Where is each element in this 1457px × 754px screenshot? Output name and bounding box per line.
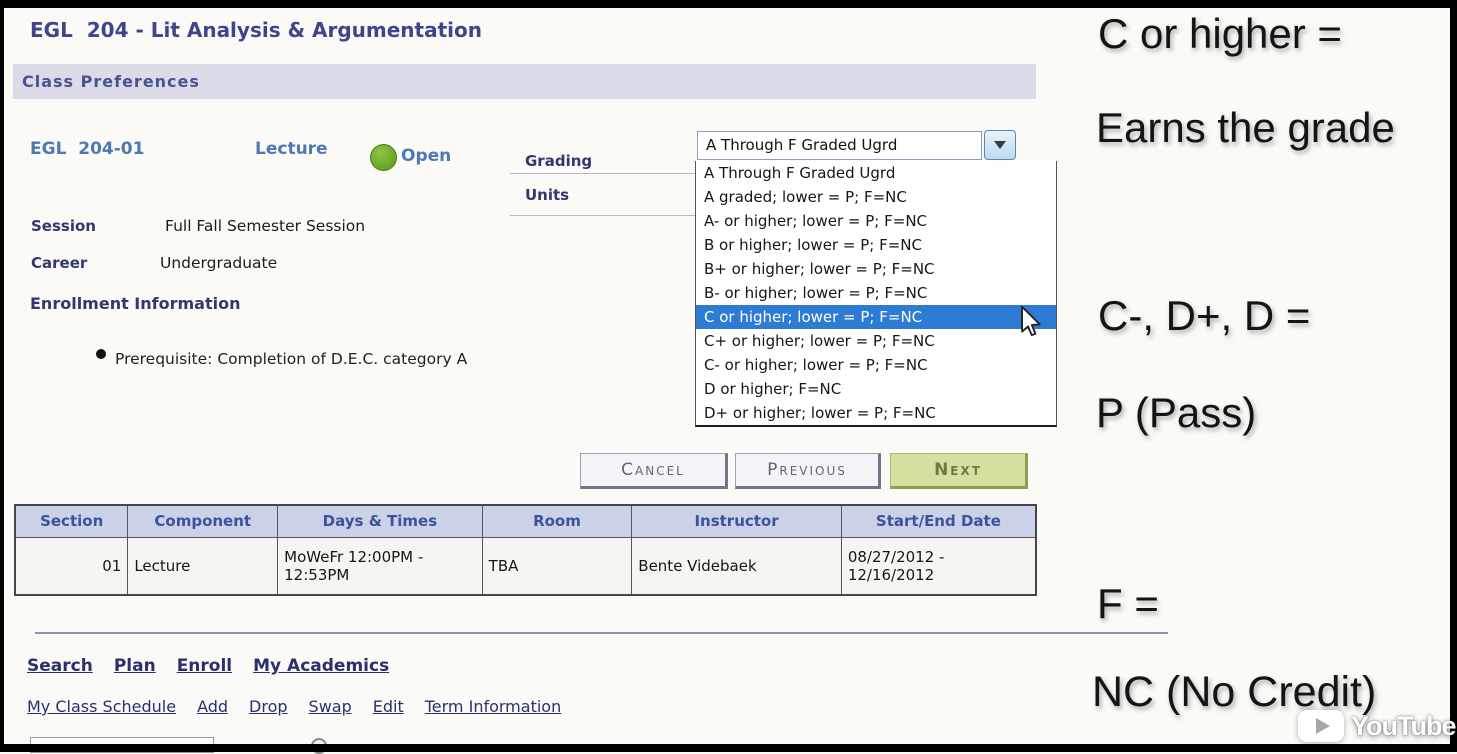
- overlay-annotation: C or higher =: [1098, 10, 1342, 57]
- class-number: EGL 204-01: [30, 139, 145, 159]
- dropdown-option[interactable]: B+ or higher; lower = P; F=NC: [704, 260, 935, 278]
- previous-button[interactable]: Previous: [735, 453, 881, 489]
- dropdown-option[interactable]: D or higher; F=NC: [704, 380, 842, 398]
- cancel-button[interactable]: Cancel: [580, 453, 728, 489]
- class-schedule-table: Section Component Days & Times Room Inst…: [14, 504, 1037, 596]
- form-row-divider: [510, 215, 700, 216]
- nav-link-my-class-schedule[interactable]: My Class Schedule: [27, 697, 177, 716]
- col-header-room: Room: [481, 504, 633, 538]
- letterbox-right: [1450, 0, 1457, 752]
- bullet-icon: [96, 349, 106, 359]
- prerequisite-text: Prerequisite: Completion of D.E.C. categ…: [115, 350, 468, 368]
- session-value: Full Fall Semester Session: [165, 217, 366, 235]
- letterbox-left: [0, 0, 4, 752]
- primary-nav: Search Plan Enroll My Academics: [27, 656, 389, 676]
- secondary-nav: My Class Schedule Add Drop Swap Edit Ter…: [27, 697, 561, 716]
- col-header-component: Component: [127, 504, 279, 538]
- letterbox-bottom: [0, 744, 1457, 752]
- nav-link-edit[interactable]: Edit: [372, 697, 404, 716]
- cell-section: 01: [14, 536, 129, 596]
- cell-component: Lecture: [127, 536, 279, 596]
- footer-divider: [35, 632, 1168, 634]
- grading-select-field[interactable]: A Through F Graded Ugrd: [697, 131, 982, 160]
- session-label: Session: [31, 217, 96, 235]
- dropdown-option[interactable]: B- or higher; lower = P; F=NC: [704, 284, 928, 302]
- nav-link-add[interactable]: Add: [197, 697, 229, 716]
- nav-link-search[interactable]: Search: [27, 656, 93, 676]
- status-open-icon: [370, 144, 397, 171]
- enrollment-information-heading: Enrollment Information: [30, 294, 241, 313]
- grading-dropdown-list: A Through F Graded Ugrd A graded; lower …: [695, 161, 1057, 427]
- col-header-days-times: Days & Times: [277, 504, 483, 538]
- letterbox-top: [0, 0, 1457, 8]
- table-row: 01 Lecture MoWeFr 12:00PM - 12:53PM TBA …: [14, 536, 1037, 596]
- dropdown-option[interactable]: C- or higher; lower = P; F=NC: [704, 356, 928, 374]
- status-label: Open: [401, 146, 452, 166]
- cell-room: TBA: [481, 536, 633, 596]
- dropdown-option[interactable]: B or higher; lower = P; F=NC: [704, 236, 922, 254]
- dropdown-option-highlighted[interactable]: C or higher; lower = P; F=NC: [696, 305, 1056, 329]
- youtube-logo-text: YouTube: [1351, 710, 1456, 741]
- col-header-instructor: Instructor: [631, 504, 842, 538]
- dropdown-option[interactable]: C+ or higher; lower = P; F=NC: [704, 332, 935, 350]
- overlay-annotation: Earns the grade: [1096, 104, 1395, 151]
- dropdown-option[interactable]: A- or higher; lower = P; F=NC: [704, 212, 928, 230]
- career-value: Undergraduate: [160, 254, 278, 272]
- dropdown-option[interactable]: A graded; lower = P; F=NC: [704, 188, 907, 206]
- cell-days-times: MoWeFr 12:00PM - 12:53PM: [277, 536, 483, 596]
- dropdown-option[interactable]: A Through F Graded Ugrd: [704, 164, 896, 182]
- grading-select-arrow-button[interactable]: [984, 130, 1016, 160]
- career-label: Career: [31, 254, 88, 272]
- cell-instructor: Bente Videbaek: [631, 536, 842, 596]
- form-row-divider: [510, 173, 697, 174]
- section-header-bar: Class Preferences: [13, 64, 1036, 99]
- section-header-label: Class Preferences: [22, 72, 200, 91]
- youtube-play-icon: [1298, 710, 1344, 742]
- nav-link-term-information[interactable]: Term Information: [424, 697, 562, 716]
- nav-link-plan[interactable]: Plan: [113, 656, 156, 676]
- overlay-annotation: F =: [1097, 580, 1159, 627]
- class-component: Lecture: [255, 139, 328, 159]
- youtube-watermark[interactable]: YouTube: [1298, 710, 1456, 742]
- dropdown-option[interactable]: D+ or higher; lower = P; F=NC: [704, 404, 936, 422]
- chevron-down-icon: [994, 141, 1006, 149]
- overlay-annotation: C-, D+, D =: [1098, 292, 1311, 339]
- page-title: EGL 204 - Lit Analysis & Argumentation: [30, 18, 482, 42]
- col-header-section: Section: [14, 504, 129, 538]
- grading-label: Grading: [525, 152, 593, 170]
- nav-link-my-academics[interactable]: My Academics: [253, 656, 390, 676]
- table-header-row: Section Component Days & Times Room Inst…: [14, 504, 1037, 538]
- cell-start-end: 08/27/2012 - 12/16/2012: [840, 536, 1037, 596]
- mouse-cursor-icon: [1021, 305, 1041, 337]
- col-header-start-end: Start/End Date: [840, 504, 1037, 538]
- units-label: Units: [525, 186, 570, 204]
- nav-link-swap[interactable]: Swap: [308, 697, 352, 716]
- nav-link-enroll[interactable]: Enroll: [176, 656, 233, 676]
- overlay-annotation: P (Pass): [1096, 389, 1257, 436]
- nav-link-drop[interactable]: Drop: [249, 697, 288, 716]
- next-button[interactable]: Next: [890, 453, 1028, 489]
- overlay-annotation: NC (No Credit): [1092, 668, 1377, 716]
